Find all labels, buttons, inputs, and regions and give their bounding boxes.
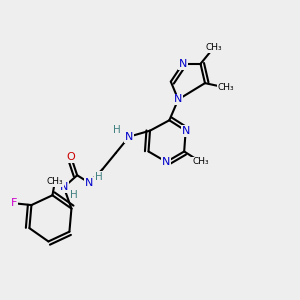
Text: H: H: [113, 125, 121, 135]
Text: N: N: [182, 126, 190, 136]
Text: F: F: [11, 198, 17, 208]
Text: N: N: [162, 157, 170, 167]
Text: CH₃: CH₃: [206, 43, 222, 52]
Text: N: N: [178, 59, 187, 69]
Text: N: N: [125, 132, 134, 142]
Text: O: O: [67, 152, 76, 162]
Text: CH₃: CH₃: [192, 158, 209, 166]
Text: CH₃: CH₃: [218, 83, 234, 92]
Text: N: N: [60, 182, 68, 192]
Text: H: H: [70, 190, 78, 200]
Text: CH₃: CH₃: [46, 177, 63, 186]
Text: H: H: [95, 172, 103, 182]
Text: N: N: [85, 178, 93, 188]
Text: N: N: [174, 94, 182, 104]
